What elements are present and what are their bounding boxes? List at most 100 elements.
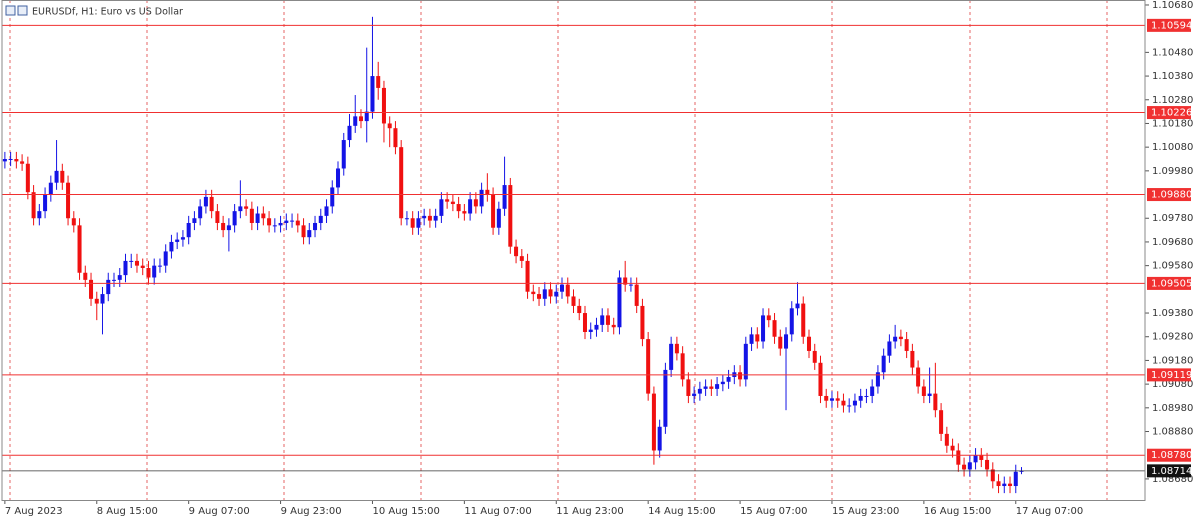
candle-body bbox=[37, 211, 42, 219]
y-tick-label: 1.10280 bbox=[1152, 95, 1193, 106]
candle-body bbox=[623, 277, 628, 285]
candle-body bbox=[301, 225, 306, 238]
level-label: 1.09880 bbox=[1151, 190, 1192, 201]
candle-body bbox=[238, 206, 243, 212]
candle-body bbox=[525, 260, 530, 292]
y-tick-label: 1.09380 bbox=[1152, 308, 1193, 319]
level-label: 1.09505 bbox=[1151, 278, 1192, 289]
candle-body bbox=[479, 189, 484, 207]
candle-body bbox=[422, 215, 427, 219]
x-tick-label: 16 Aug 15:00 bbox=[924, 506, 991, 517]
candle-body bbox=[519, 256, 524, 261]
candle-body bbox=[169, 241, 174, 252]
candle-body bbox=[198, 206, 203, 219]
candle-body bbox=[973, 455, 978, 463]
candle-body bbox=[163, 251, 168, 266]
candle-body bbox=[278, 222, 283, 226]
candle-body bbox=[89, 279, 94, 299]
y-tick-label: 1.08980 bbox=[1152, 403, 1193, 414]
candle-body bbox=[560, 284, 565, 292]
candle-body bbox=[514, 246, 519, 257]
candle-body bbox=[720, 381, 725, 385]
candle-body bbox=[353, 116, 358, 126]
y-tick-label: 1.09280 bbox=[1152, 332, 1193, 343]
candle-body bbox=[31, 192, 36, 219]
candle-body bbox=[755, 334, 760, 342]
candle-body bbox=[307, 230, 312, 238]
x-tick-label: 9 Aug 07:00 bbox=[189, 506, 250, 517]
level-label: 1.10226 bbox=[1151, 108, 1192, 119]
candle-body bbox=[692, 393, 697, 396]
y-tick-label: 1.08680 bbox=[1152, 474, 1193, 485]
candle-body bbox=[680, 353, 685, 380]
candle-body bbox=[784, 334, 789, 349]
candle-body bbox=[387, 123, 392, 129]
candle-body bbox=[715, 384, 720, 389]
candle-body bbox=[565, 284, 570, 297]
candle-body bbox=[996, 481, 1001, 487]
candle-body bbox=[537, 294, 542, 299]
candle-body bbox=[829, 398, 834, 401]
candle-body bbox=[847, 405, 852, 407]
candle-body bbox=[25, 163, 30, 193]
candle-body bbox=[100, 294, 105, 304]
candle-body bbox=[8, 159, 13, 161]
candle-body bbox=[358, 116, 363, 122]
candle-body bbox=[726, 377, 731, 382]
candle-body bbox=[657, 426, 662, 451]
candle-body bbox=[577, 305, 582, 314]
candle-body bbox=[944, 433, 949, 446]
candle-body bbox=[48, 182, 53, 195]
candle-body bbox=[789, 308, 794, 335]
candle-body bbox=[129, 260, 134, 262]
candle-body bbox=[140, 265, 145, 269]
candle-body bbox=[146, 268, 151, 278]
candle-body bbox=[824, 395, 829, 401]
candle-body bbox=[686, 379, 691, 396]
candle-body bbox=[628, 284, 633, 286]
candle-body bbox=[152, 265, 157, 278]
candle-body bbox=[284, 220, 289, 223]
y-tick-label: 1.09180 bbox=[1152, 355, 1193, 366]
candle-body bbox=[221, 222, 226, 231]
candle-body bbox=[186, 222, 191, 238]
candle-body bbox=[910, 350, 915, 368]
candle-body bbox=[290, 220, 295, 222]
candle-body bbox=[123, 260, 128, 276]
x-tick-label: 11 Aug 23:00 bbox=[556, 506, 623, 517]
candle-body bbox=[496, 208, 501, 228]
x-tick-label: 7 Aug 2023 bbox=[5, 506, 63, 517]
candle-body bbox=[588, 329, 593, 332]
candle-body bbox=[956, 450, 961, 465]
candle-body bbox=[1019, 470, 1024, 472]
candle-body bbox=[766, 315, 771, 321]
y-tick-label: 1.10080 bbox=[1152, 142, 1193, 153]
candle-body bbox=[772, 320, 777, 337]
candle-body bbox=[582, 313, 587, 332]
candle-body bbox=[272, 225, 277, 227]
candle-body bbox=[335, 168, 341, 188]
candle-body bbox=[71, 218, 76, 226]
candle-body bbox=[330, 187, 335, 207]
candle-body bbox=[318, 215, 323, 223]
candle-body bbox=[433, 215, 438, 221]
x-tick-label: 15 Aug 23:00 bbox=[832, 506, 899, 517]
y-tick-label: 1.08880 bbox=[1152, 427, 1193, 438]
candle-body bbox=[600, 315, 605, 325]
candle-body bbox=[134, 260, 139, 266]
candle-body bbox=[812, 350, 817, 363]
candle-body bbox=[881, 355, 886, 373]
candle-body bbox=[416, 218, 421, 228]
candle-body bbox=[404, 218, 409, 220]
candle-body bbox=[778, 336, 783, 349]
candle-body bbox=[893, 336, 898, 342]
candle-body bbox=[939, 410, 944, 434]
level-tag bbox=[1147, 368, 1191, 382]
candle-body bbox=[226, 225, 231, 231]
y-tick-label: 1.09680 bbox=[1152, 237, 1193, 248]
candle-body bbox=[933, 393, 938, 411]
symbol-icon bbox=[5, 5, 28, 16]
chart-title: EURUSDf, H1: Euro vs US Dollar bbox=[32, 7, 183, 18]
candle-body bbox=[738, 372, 743, 380]
